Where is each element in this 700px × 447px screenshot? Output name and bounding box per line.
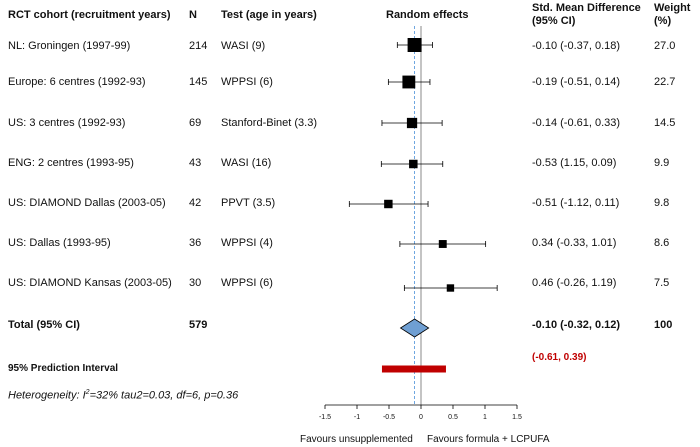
prediction-label: 95% Prediction Interval bbox=[8, 363, 119, 374]
row-test: PPVT (3.5) bbox=[221, 197, 276, 209]
total-weight: 100 bbox=[654, 319, 673, 331]
header-random-effects: Random effects bbox=[386, 9, 469, 21]
favours-right-label: Favours formula + LCPUFA bbox=[427, 434, 550, 445]
x-tick-label: -0.5 bbox=[383, 414, 395, 421]
row-n: 145 bbox=[189, 76, 208, 88]
header-cohort: RCT cohort (recruitment years) bbox=[8, 9, 171, 21]
row-n: 69 bbox=[189, 117, 202, 129]
row-cohort: Europe: 6 centres (1992-93) bbox=[8, 76, 146, 88]
prediction-ci: (-0.61, 0.39) bbox=[532, 352, 587, 363]
row-cohort: US: DIAMOND Kansas (2003-05) bbox=[8, 277, 172, 289]
total-ci: -0.10 (-0.32, 0.12) bbox=[532, 319, 621, 331]
heterogeneity-sup: 2 bbox=[85, 389, 90, 396]
row-cohort: ENG: 2 centres (1993-95) bbox=[8, 157, 134, 169]
row-weight: 7.5 bbox=[654, 277, 670, 289]
row-weight: 22.7 bbox=[654, 76, 676, 88]
x-tick-label: 1 bbox=[483, 414, 487, 421]
header-weight-line2: (%) bbox=[654, 15, 672, 27]
row-ci: -0.10 (-0.37, 0.18) bbox=[532, 40, 621, 52]
row-ci: -0.53 (1.15, 0.09) bbox=[532, 157, 617, 169]
x-tick-label: -1.5 bbox=[319, 414, 331, 421]
row-ci: 0.34 (-0.33, 1.01) bbox=[532, 237, 617, 249]
study-estimate-square bbox=[409, 159, 418, 169]
study-estimate-square bbox=[438, 240, 447, 248]
study-estimate-square bbox=[407, 38, 422, 52]
total-label: Total (95% CI) bbox=[8, 319, 80, 331]
heterogeneity-prefix: Heterogeneity: I bbox=[8, 389, 86, 402]
row-n: 36 bbox=[189, 237, 202, 249]
row-n: 214 bbox=[189, 40, 208, 52]
header-smd-line1: Std. Mean Difference bbox=[532, 2, 641, 14]
row-weight: 27.0 bbox=[654, 40, 676, 52]
row-weight: 9.8 bbox=[654, 197, 670, 209]
row-test: WPPSI (6) bbox=[221, 76, 273, 88]
row-ci: 0.46 (-0.26, 1.19) bbox=[532, 277, 617, 289]
row-cohort: NL: Groningen (1997-99) bbox=[8, 40, 131, 52]
row-cohort: US: Dallas (1993-95) bbox=[8, 237, 111, 249]
x-tick-label: 0 bbox=[419, 414, 423, 421]
row-test: Stanford-Binet (3.3) bbox=[221, 117, 317, 129]
x-tick-label: -1 bbox=[354, 414, 360, 421]
study-estimate-square bbox=[384, 199, 393, 209]
row-cohort: US: DIAMOND Dallas (2003-05) bbox=[8, 197, 166, 209]
row-n: 42 bbox=[189, 197, 202, 209]
row-cohort: US: 3 centres (1992-93) bbox=[8, 117, 126, 129]
header-test: Test (age in years) bbox=[221, 9, 317, 21]
row-test: WASI (9) bbox=[221, 40, 266, 52]
study-estimate-square bbox=[406, 117, 418, 129]
pooled-diamond bbox=[399, 318, 430, 338]
row-ci: -0.19 (-0.51, 0.14) bbox=[532, 76, 621, 88]
total-n: 579 bbox=[189, 319, 208, 331]
heterogeneity-text: Heterogeneity: I2=32% tau2=0.03, df=6, p… bbox=[8, 386, 238, 403]
row-weight: 14.5 bbox=[654, 117, 676, 129]
row-test: WPPSI (6) bbox=[221, 277, 273, 289]
row-n: 30 bbox=[189, 277, 202, 289]
row-ci: -0.51 (-1.12, 0.11) bbox=[532, 197, 620, 209]
header-n: N bbox=[189, 9, 197, 21]
favours-left-label: Favours unsupplemented bbox=[300, 434, 413, 445]
study-estimate-square bbox=[402, 75, 416, 89]
row-n: 43 bbox=[189, 157, 202, 169]
row-weight: 8.6 bbox=[654, 237, 670, 249]
heterogeneity-rest: =32% tau2=0.03, df=6, p=0.36 bbox=[89, 389, 239, 402]
x-tick-label: 0.5 bbox=[448, 414, 458, 421]
header-smd-line2: (95% CI) bbox=[532, 15, 576, 27]
row-test: WASI (16) bbox=[221, 157, 272, 169]
study-estimate-square bbox=[446, 284, 455, 292]
row-test: WPPSI (4) bbox=[221, 237, 273, 249]
row-ci: -0.14 (-0.61, 0.33) bbox=[532, 117, 621, 129]
row-weight: 9.9 bbox=[654, 157, 670, 169]
header-weight-line1: Weight bbox=[654, 2, 691, 14]
prediction-interval-bar bbox=[381, 365, 446, 373]
x-tick-label: 1.5 bbox=[512, 414, 522, 421]
